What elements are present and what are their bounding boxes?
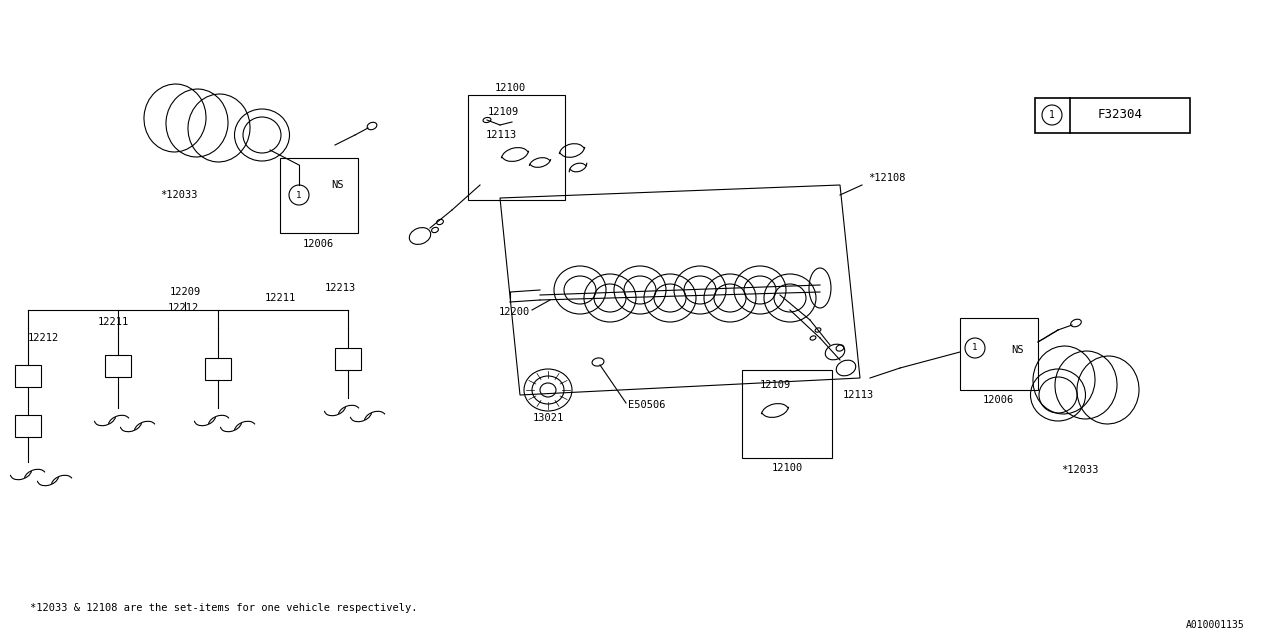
Bar [468,95,564,200]
Text: 12006: 12006 [302,239,334,249]
Bar [280,158,358,233]
Text: 12109: 12109 [760,380,791,390]
Text: 12212: 12212 [28,333,59,343]
Bar [105,355,131,377]
Text: 1: 1 [973,344,978,353]
Bar [15,365,41,387]
Bar [335,348,361,370]
Bar [15,415,41,437]
Text: 1: 1 [1050,110,1055,120]
Text: *12033: *12033 [1061,465,1098,475]
Text: NS: NS [1011,345,1024,355]
Text: 12006: 12006 [982,395,1014,405]
Text: 12100: 12100 [495,83,526,93]
Text: 12100: 12100 [772,463,803,473]
Text: 12212: 12212 [168,303,200,313]
Text: 12200: 12200 [499,307,530,317]
Text: 12211: 12211 [99,317,129,327]
Text: 1: 1 [296,191,302,200]
Text: F32304: F32304 [1097,109,1143,122]
Text: E50506: E50506 [628,400,666,410]
Bar [742,370,832,458]
Text: 13021: 13021 [532,413,563,423]
Text: 12113: 12113 [844,390,874,400]
Text: 12113: 12113 [486,130,517,140]
Text: *12108: *12108 [868,173,905,183]
Text: 12209: 12209 [169,287,201,297]
Text: *12033 & 12108 are the set-items for one vehicle respectively.: *12033 & 12108 are the set-items for one… [29,603,417,613]
Text: *12033: *12033 [160,190,197,200]
Text: 12109: 12109 [488,107,520,117]
Bar [1036,98,1190,133]
Text: A010001135: A010001135 [1187,620,1245,630]
Bar [205,358,230,380]
Text: 12211: 12211 [265,293,296,303]
Text: 12213: 12213 [325,283,356,293]
Bar [960,318,1038,390]
Text: NS: NS [332,180,344,190]
